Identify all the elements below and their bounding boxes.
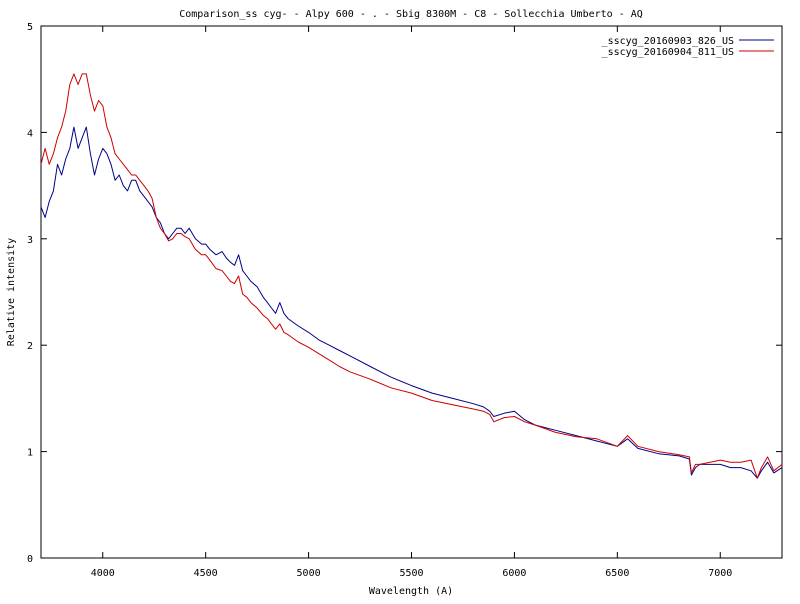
y-tick-label: 3 — [27, 235, 33, 246]
y-tick-label: 4 — [27, 128, 33, 139]
y-axis-label: Relative intensity — [6, 238, 17, 346]
y-tick-label: 1 — [27, 448, 33, 459]
x-tick-label: 6000 — [502, 568, 526, 579]
x-tick-label: 5500 — [399, 568, 423, 579]
series-line-1 — [40, 126, 783, 479]
x-tick-label: 5000 — [297, 568, 321, 579]
legend-label-1: _sscyg_20160903_826_US — [602, 36, 734, 47]
x-axis-ticks: 4000 4500 5000 5500 6000 6500 7000 — [91, 26, 732, 579]
x-tick-label: 6500 — [605, 568, 629, 579]
y-tick-label: 5 — [27, 22, 33, 33]
legend-label-2: _sscyg_20160904_811_US — [602, 47, 734, 58]
x-tick-label: 4000 — [91, 568, 115, 579]
chart-title: Comparison_ss cyg- - Alpy 600 - . - Sbig… — [179, 9, 643, 20]
series-layer — [40, 73, 783, 479]
plot-frame — [40, 25, 783, 559]
series-line-2 — [40, 73, 783, 479]
x-tick-label: 7000 — [708, 568, 732, 579]
y-tick-label: 0 — [27, 554, 33, 565]
x-axis-label: Wavelength (A) — [369, 586, 453, 597]
x-tick-label: 4500 — [194, 568, 218, 579]
y-tick-label: 2 — [27, 341, 33, 352]
chart-legend: _sscyg_20160903_826_US_sscyg_20160904_81… — [602, 36, 774, 58]
y-axis-ticks: 0 1 2 3 4 5 — [27, 22, 782, 565]
